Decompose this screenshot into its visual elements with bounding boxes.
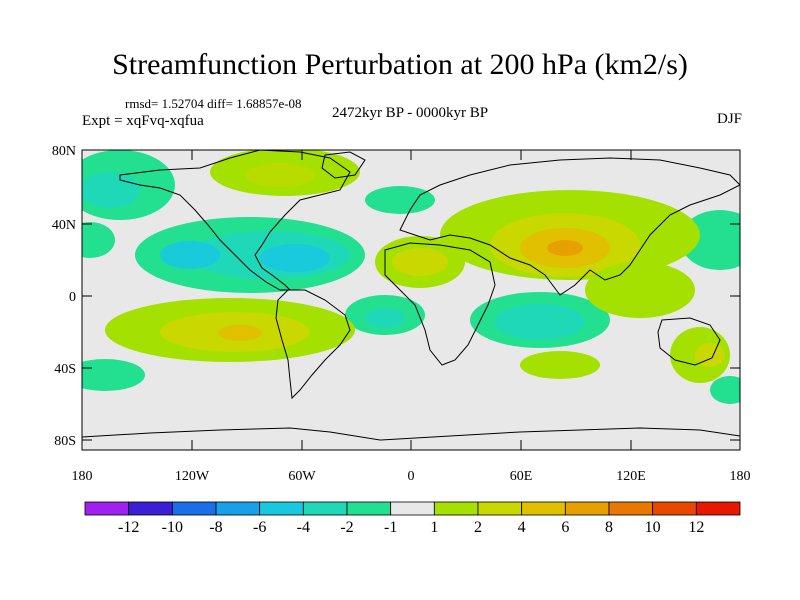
lat-tick-label: 0	[69, 290, 76, 305]
colorbar-swatch	[390, 501, 435, 516]
antarctica-outline	[82, 427, 740, 441]
colorbar-swatch	[521, 501, 566, 516]
coastlines	[82, 150, 740, 441]
colorbar-swatch	[215, 501, 261, 516]
lon-tick-label: 0	[408, 469, 415, 484]
colorbar-label: -8	[209, 519, 222, 536]
colorbar-swatch	[564, 501, 610, 516]
colorbar-label: -2	[340, 519, 353, 536]
colorbar-label: -12	[118, 519, 139, 536]
lon-tick-label: 180	[72, 469, 93, 484]
colorbar-label: 10	[645, 519, 661, 536]
lat-tick-label: 40N	[52, 218, 76, 233]
colorbar-label: -4	[297, 519, 310, 536]
colorbar-swatch	[433, 501, 479, 516]
colorbar-label: -1	[384, 519, 397, 536]
australia-outline	[657, 317, 721, 366]
lat-tick-label: 80N	[52, 144, 76, 159]
colorbar-swatch	[477, 501, 523, 516]
colorbar-label: -10	[162, 519, 183, 536]
colorbar-swatch	[259, 501, 304, 516]
colorbar-label: 8	[605, 519, 613, 536]
lat-tick-label: 40S	[54, 362, 76, 377]
colorbar: -12 -10 -8 -6 -4 -2 -1 1 2 4 6 8 10 12	[84, 501, 741, 536]
lon-tick-label: 60E	[510, 469, 533, 484]
north-america-outline	[119, 150, 351, 291]
plot-title: Streamfunction Perturbation at 200 hPa (…	[112, 48, 688, 81]
colorbar-swatch	[171, 501, 217, 516]
colorbar-swatch	[84, 501, 130, 516]
eurasia-outline	[399, 157, 740, 296]
colorbar-swatch	[346, 501, 392, 516]
lon-axis: 180 120W 60W 0 60E 120E 180	[72, 150, 751, 484]
colorbar-label: 12	[688, 519, 704, 536]
colorbar-swatch	[608, 501, 654, 516]
lon-tick-label: 180	[730, 469, 751, 484]
lon-tick-label: 120W	[175, 469, 210, 484]
period-label: 2472kyr BP - 0000kyr BP	[331, 105, 489, 121]
colorbar-swatch	[302, 501, 348, 516]
lon-tick-label: 120E	[616, 469, 646, 484]
contour-fill-layer	[82, 150, 740, 404]
season-label: DJF	[716, 111, 742, 127]
experiment-label: Expt = xqFvq-xqfua	[82, 113, 204, 129]
colorbar-swatch	[652, 501, 697, 516]
colorbar-swatch	[695, 501, 741, 516]
lon-tick-label: 60W	[288, 469, 316, 484]
colorbar-label: 1	[430, 519, 438, 536]
colorbar-swatch	[128, 501, 173, 516]
colorbar-label: -6	[253, 519, 266, 536]
africa-outline	[384, 242, 496, 366]
greenland-outline	[321, 151, 366, 179]
lat-axis: 80N 40N 0 40S 80S	[52, 144, 740, 449]
colorbar-label: 6	[561, 519, 569, 536]
south-america-outline	[275, 289, 351, 400]
colorbar-label: 2	[474, 519, 482, 536]
colorbar-label: 4	[518, 519, 526, 536]
rmsd-stats: rmsd= 1.52704 diff= 1.68857e-08	[125, 96, 302, 111]
lat-tick-label: 80S	[54, 434, 76, 449]
